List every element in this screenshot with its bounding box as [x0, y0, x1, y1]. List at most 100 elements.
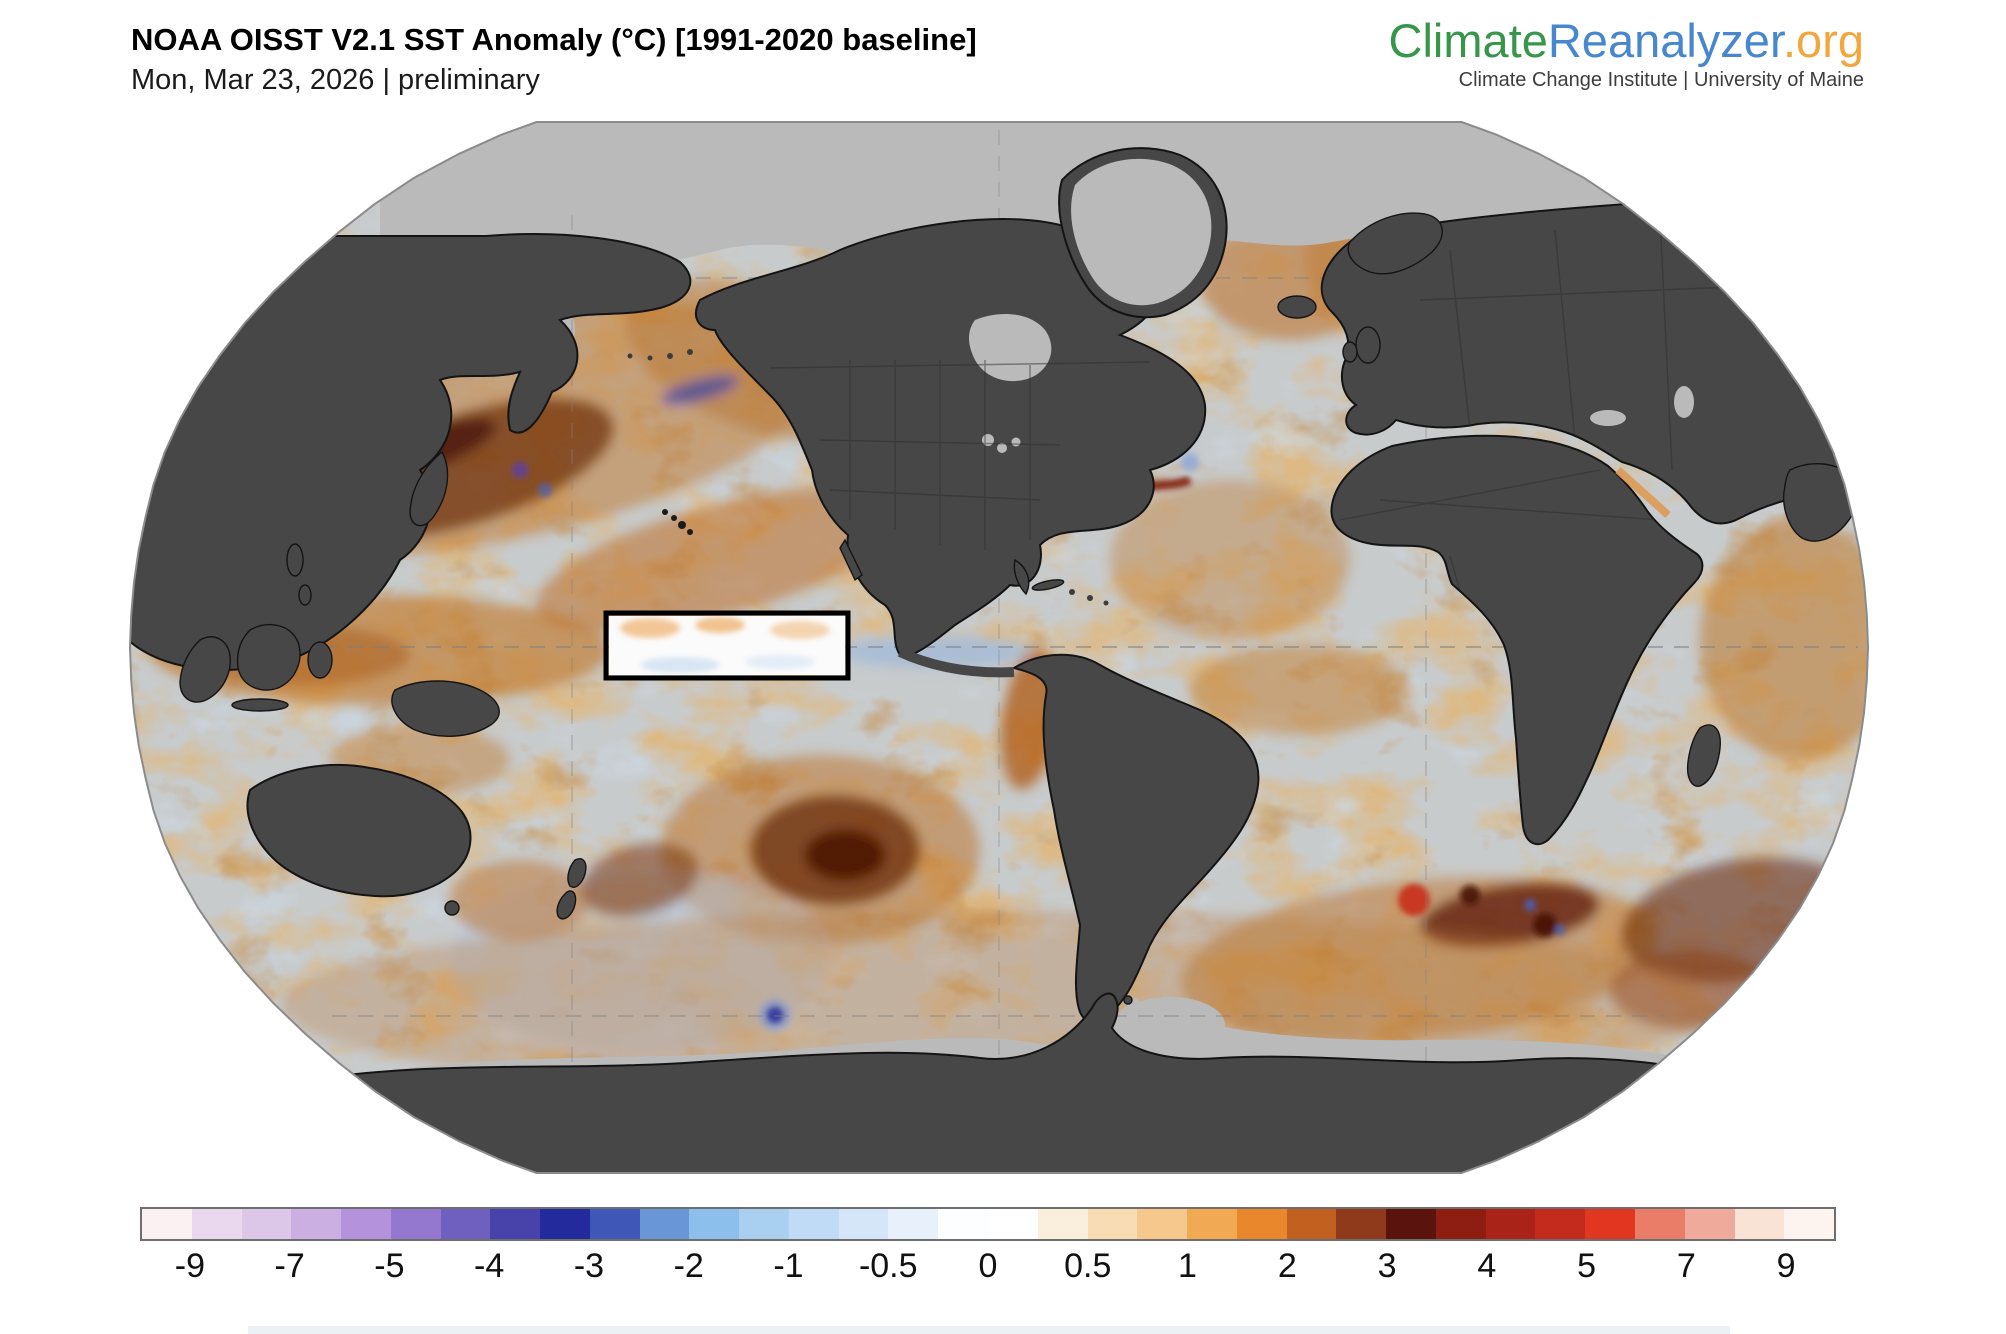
land-central-america — [897, 647, 1015, 678]
new-zealand-north — [567, 858, 587, 888]
colorbar-segment — [390, 1209, 441, 1239]
nino34-region-box — [603, 610, 851, 681]
date-subtitle: Mon, Mar 23, 2026 | preliminary — [131, 64, 540, 96]
weddell-ice — [1115, 997, 1225, 1053]
aleutian-islands — [627, 349, 693, 361]
tasmania — [444, 900, 460, 916]
colorbar-tick: -9 — [174, 1247, 205, 1285]
land-australia — [246, 763, 472, 898]
iceland — [1277, 295, 1317, 319]
cuba — [1031, 579, 1065, 591]
colorbar-segment — [1784, 1209, 1835, 1239]
black-sea — [1590, 410, 1626, 426]
florida — [1013, 558, 1030, 596]
colorbar-tick: 4 — [1477, 1247, 1497, 1285]
colorbar-segment — [1585, 1209, 1635, 1239]
colorbar-tick: -2 — [673, 1247, 704, 1285]
colorbar-tick: 2 — [1277, 1247, 1297, 1285]
colorbar-segment — [988, 1209, 1038, 1239]
colorbar-tick-labels: -9 -7 -5 -4 -3 -2 -1 -0.5 0 0.5 1 2 3 4 5 7 9 — [140, 1247, 1836, 1291]
colorbar-segment — [1386, 1209, 1436, 1239]
colorbar-tick: 5 — [1577, 1247, 1597, 1285]
colorbar-segment — [1286, 1209, 1337, 1239]
colorbar-segment — [241, 1209, 292, 1239]
java — [231, 698, 289, 712]
colorbar-segment — [788, 1209, 839, 1239]
new-zealand-south — [556, 890, 577, 920]
greenland-ice-sheet — [1071, 158, 1212, 306]
islands — [179, 295, 1721, 1005]
colorbar-segment — [1734, 1209, 1785, 1239]
colorbar-tick: 3 — [1377, 1247, 1397, 1285]
colorbar-segment — [1435, 1209, 1486, 1239]
philippines-1 — [286, 543, 304, 577]
colorbar-segment — [1485, 1209, 1536, 1239]
land-south-america — [1011, 653, 1260, 1023]
colorbar-segment — [1137, 1209, 1188, 1239]
colorbar-segment — [191, 1209, 242, 1239]
colorbar-segment — [639, 1209, 690, 1239]
arctic-ice-cap — [380, 122, 1640, 266]
baja-california — [839, 538, 863, 582]
land-scandinavia — [1347, 212, 1443, 275]
ireland — [1342, 341, 1358, 363]
colorbar-segment — [540, 1209, 590, 1239]
colorbar-segment — [291, 1209, 342, 1239]
falklands — [1123, 995, 1133, 1005]
colorbar-segment — [440, 1209, 491, 1239]
japan — [409, 450, 449, 527]
colorbar-segment — [1236, 1209, 1287, 1239]
site-logo[interactable]: ClimateReanalyzer.org Climate Change Ins… — [1389, 16, 1864, 91]
nino34-region-border — [603, 610, 851, 681]
philippines-2 — [298, 584, 312, 606]
colorbar-tick: 1 — [1178, 1247, 1197, 1285]
colorbar-segment — [888, 1209, 939, 1239]
anomaly-colorbar — [140, 1207, 1836, 1241]
colorbar-segment — [1336, 1209, 1387, 1239]
colorbar-tick: 0 — [978, 1247, 998, 1285]
colorbar-segment — [1684, 1209, 1735, 1239]
sulawesi — [307, 641, 333, 679]
sumatra — [179, 636, 231, 703]
continents — [130, 147, 1868, 1173]
colorbar-segment — [938, 1209, 989, 1239]
colorbar-tick: -3 — [573, 1247, 605, 1285]
red-sea — [1615, 467, 1671, 518]
logo-tagline: Climate Change Institute | University of… — [1458, 69, 1864, 92]
colorbar-segment — [1634, 1209, 1685, 1239]
colorbar-tick: 7 — [1676, 1247, 1696, 1285]
new-guinea — [391, 680, 500, 737]
colorbar-segment — [490, 1209, 541, 1239]
hawaii-islands — [662, 509, 693, 535]
land-east-asia — [130, 233, 692, 671]
land-africa — [1330, 434, 1704, 846]
colorbar-segment — [589, 1209, 640, 1239]
colorbar-segment — [689, 1209, 740, 1239]
united-kingdom — [1355, 326, 1381, 364]
colorbar-tick: -4 — [474, 1247, 505, 1285]
logo-climate: Climate — [1388, 14, 1548, 67]
page-title: NOAA OISST V2.1 SST Anomaly (°C) [1991-2… — [131, 22, 977, 57]
bottom-ui-band — [248, 1326, 1730, 1334]
madagascar — [1686, 724, 1721, 787]
colorbar-tick: 0.5 — [1064, 1247, 1112, 1285]
logo-reanalyzer: Reanalyzer — [1547, 14, 1783, 67]
logo-org: .org — [1783, 14, 1864, 67]
colorbar-segment — [142, 1209, 192, 1239]
colorbar-segment — [1535, 1209, 1586, 1239]
colorbar-segment — [739, 1209, 789, 1239]
colorbar-segment — [838, 1209, 889, 1239]
great-lake-2 — [997, 443, 1007, 453]
colorbar-tick: -1 — [773, 1247, 804, 1285]
borneo — [236, 623, 301, 691]
colorbar-segment — [341, 1209, 391, 1239]
colorbar-tick: 9 — [1776, 1247, 1796, 1285]
colorbar-segment — [1187, 1209, 1237, 1239]
colorbar-tick: -5 — [374, 1247, 405, 1285]
projection-outline — [128, 121, 1870, 1174]
colorbar-tick: -7 — [274, 1247, 305, 1285]
colorbar-segment — [1037, 1209, 1088, 1239]
logo-wordmark[interactable]: ClimateReanalyzer.org — [1389, 16, 1864, 65]
